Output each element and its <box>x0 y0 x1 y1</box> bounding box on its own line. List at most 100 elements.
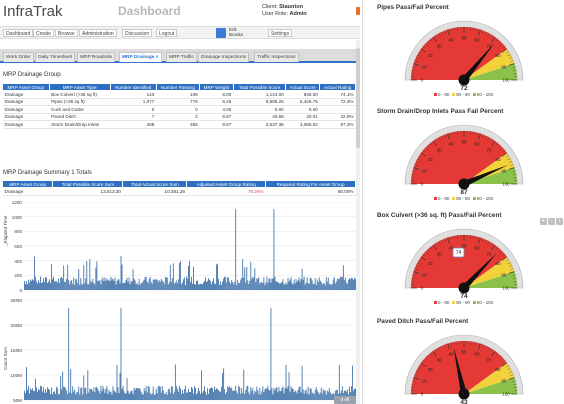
feedback-tab[interactable] <box>356 7 360 15</box>
summary-header-4[interactable]: Required Rating For Asset Group <box>265 180 356 188</box>
gauge-minor-tick <box>476 236 478 240</box>
group-cell: 72.3% <box>319 98 356 106</box>
chart-bar <box>172 263 174 290</box>
chart-bar <box>267 283 269 290</box>
chart-bar <box>148 386 150 400</box>
group-header-0[interactable]: MRP Asset Group <box>2 83 50 91</box>
chart-bar <box>182 279 184 290</box>
minimize-icon[interactable]: – <box>548 218 555 225</box>
group-header-1[interactable]: MRP Asset Type <box>48 83 111 91</box>
gauge-needle <box>453 347 467 395</box>
chart-bar <box>68 308 70 400</box>
group-header-3[interactable]: Number Passing <box>155 83 201 91</box>
chart-bar <box>127 282 129 290</box>
nav-browse[interactable]: Browse <box>55 29 78 37</box>
user-menu[interactable]: Erik Brooks <box>216 27 264 38</box>
group-header-5[interactable]: Total Possible Score <box>232 83 287 91</box>
chart-bar <box>49 279 51 290</box>
tab-mrp-roadside[interactable]: MRP Roadside <box>77 52 116 62</box>
chart-bar <box>301 268 303 290</box>
group-cell: 7 <box>110 113 157 121</box>
chart-bar <box>31 280 32 290</box>
chart-bar <box>247 280 249 290</box>
chart-bar <box>158 280 160 290</box>
app-logo[interactable]: InfraTrak <box>3 3 63 20</box>
chart-bar <box>114 277 116 290</box>
chart-bar <box>301 365 303 400</box>
nav-create[interactable]: Create <box>33 29 55 37</box>
chart-bar <box>299 281 301 290</box>
tab-traffic-inspections[interactable]: Traffic Inspections <box>254 52 299 62</box>
summary-header-3[interactable]: Adjusted Asset Group Rating <box>186 180 267 188</box>
chart2-badge[interactable]: 3 eff <box>334 396 356 404</box>
summary-header-0[interactable]: MRP Asset Group <box>1 180 54 188</box>
group-header-2[interactable]: Number Identified <box>109 83 157 91</box>
gauge-minor-tick <box>412 380 416 382</box>
chart-bar <box>79 394 81 400</box>
chart-bar <box>136 283 138 290</box>
role-name: Admin <box>289 11 307 17</box>
move-icon[interactable]: ▾ <box>540 218 547 225</box>
chart-bar <box>280 391 282 400</box>
gauge-minor-tick <box>500 251 503 254</box>
summary-header-2[interactable]: Total Actual Score Sum <box>122 180 188 188</box>
tab-mrp-traffic[interactable]: MRP Traffic <box>166 52 197 62</box>
chart-bar <box>217 263 219 290</box>
summary-header-1[interactable]: Total Possible Score Sum <box>52 180 124 188</box>
chart-bar <box>116 364 118 400</box>
chart-bar <box>147 386 149 400</box>
gauge-tick-label: 40 <box>448 352 454 357</box>
gauge-value: 43 <box>460 399 468 404</box>
chart-bar <box>216 388 218 400</box>
chart-bar <box>131 390 133 400</box>
chart-bar <box>247 385 249 400</box>
group-header-6[interactable]: Actual Score <box>285 83 321 91</box>
tab-daily-timesheet[interactable]: Daily Timesheet <box>35 52 76 62</box>
chart-bar <box>204 386 205 400</box>
nav-logout[interactable]: Logout <box>156 29 178 37</box>
tab-mrp-drainage[interactable]: MRP Drainage × <box>119 52 162 62</box>
gauge-minor-tick <box>473 27 475 31</box>
settings-button[interactable]: Settings <box>268 29 293 37</box>
chart-bar <box>70 369 72 400</box>
main-scrollbar[interactable] <box>356 40 360 404</box>
gauge-tick-label: 100 <box>502 392 510 397</box>
chart-bar <box>322 389 324 400</box>
chart-bar <box>69 392 71 400</box>
gauge-minor-tick <box>495 39 498 42</box>
gauge-tick-label: 0 <box>421 392 424 397</box>
chart-bar <box>229 281 231 290</box>
scroll-thumb[interactable] <box>356 48 360 148</box>
chart-bar <box>243 369 245 400</box>
chart-bar <box>274 276 276 290</box>
group-header-7[interactable]: Actual Rating <box>319 83 356 91</box>
tab-work-order[interactable]: Work Order <box>3 52 34 62</box>
nav-administration[interactable]: Administration <box>79 29 117 37</box>
chart-bar <box>181 282 183 290</box>
chart-bar <box>145 276 147 290</box>
chart-bar <box>283 284 285 290</box>
group-header-4[interactable]: MRP Weight <box>199 83 234 91</box>
add-icon[interactable]: + <box>556 218 563 225</box>
chart-bar <box>105 280 107 290</box>
chart-bar <box>106 385 108 400</box>
gauge-minor-tick <box>513 383 517 385</box>
chart-bar <box>144 276 146 290</box>
chart-bar <box>333 277 335 290</box>
chart-bar <box>187 388 189 400</box>
chart-bar <box>298 386 300 400</box>
chart-bar <box>155 388 157 400</box>
chart-bar <box>213 392 214 400</box>
chart-bar <box>109 281 111 290</box>
chart-bar <box>257 278 259 290</box>
chart-bar <box>67 264 69 290</box>
chart-bar <box>327 391 329 400</box>
chart-bar <box>33 280 34 290</box>
close-tab-icon[interactable]: × <box>155 55 159 60</box>
gauge-minor-tick <box>512 170 516 172</box>
nav-discussion[interactable]: Discussion <box>122 29 153 37</box>
tab-drainage-inspections[interactable]: Drainage Inspections <box>198 52 250 62</box>
chart-bar <box>42 391 43 400</box>
nav-dashboard[interactable]: Dashboard <box>3 29 34 37</box>
